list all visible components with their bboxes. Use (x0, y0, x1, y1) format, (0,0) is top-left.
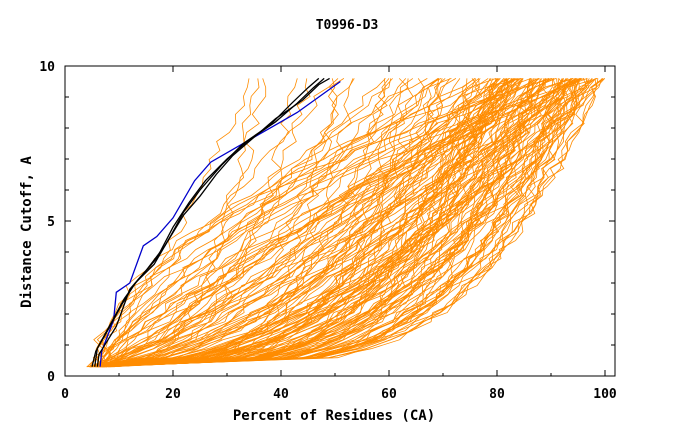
model-curve (104, 78, 599, 368)
highlight-curve-0 (99, 80, 341, 367)
x-tick-label: 0 (61, 387, 69, 402)
x-tick-label: 60 (381, 387, 397, 402)
model-curve (98, 78, 546, 368)
model-curve (94, 78, 451, 368)
model-curve (108, 78, 577, 368)
model-curve (100, 78, 566, 368)
model-curve (101, 78, 475, 368)
model-curve (89, 78, 409, 368)
x-tick-label: 80 (489, 387, 505, 402)
model-curve (97, 78, 533, 368)
model-curve (101, 78, 539, 368)
model-curve (95, 78, 588, 368)
model-curve (100, 78, 497, 368)
model-curve (90, 78, 515, 368)
y-axis-title: Distance Cutoff, A (19, 156, 35, 308)
model-curve (95, 78, 499, 368)
model-curve (101, 78, 250, 367)
x-axis: 0 20 40 60 80 100 (61, 66, 617, 402)
model-curve (97, 78, 260, 368)
x-tick-label: 20 (165, 387, 181, 402)
y-tick-label: 5 (47, 215, 55, 230)
model-curve (98, 78, 390, 368)
model-curve (103, 78, 533, 368)
model-curve (103, 78, 476, 367)
model-curve (100, 78, 480, 368)
model-curve (106, 78, 593, 368)
model-curve (111, 78, 541, 368)
model-curve (107, 78, 492, 368)
model-curve (99, 78, 582, 368)
model-curve (97, 78, 576, 368)
model-curve (93, 78, 267, 368)
model-curve (105, 78, 574, 368)
model-curve (97, 78, 509, 368)
model-curve (98, 78, 519, 368)
highlight-curve-2 (91, 77, 320, 367)
highlight-series-group (91, 77, 341, 367)
model-curve (108, 78, 519, 368)
model-curve (104, 78, 386, 368)
model-curve (90, 78, 582, 368)
model-curve (110, 78, 515, 368)
model-curve (93, 78, 439, 368)
model-curve (104, 78, 555, 367)
model-curve (105, 78, 604, 368)
model-curve (97, 78, 298, 368)
model-curve (96, 78, 596, 368)
x-tick-label: 40 (273, 387, 289, 402)
model-curve (107, 78, 581, 368)
model-curve (102, 78, 414, 368)
model-curve (103, 78, 311, 368)
model-curve (93, 78, 578, 368)
model-curve (106, 78, 501, 368)
model-curve (98, 78, 452, 367)
model-curve (105, 78, 532, 367)
model-curve (103, 78, 477, 368)
model-curve (105, 78, 590, 368)
model-curve (111, 78, 440, 368)
model-curve (98, 78, 564, 368)
y-tick-label: 0 (47, 370, 55, 385)
chart-title: T0996-D3 (316, 18, 379, 33)
model-curve (109, 78, 446, 368)
model-curve (94, 78, 534, 368)
plot-area (64, 65, 616, 377)
model-curve (98, 78, 509, 368)
model-curve (100, 78, 561, 368)
model-curve (89, 78, 580, 368)
model-curve (101, 78, 572, 368)
y-tick-label: 10 (39, 60, 55, 75)
model-curve (96, 78, 598, 367)
x-axis-title: Percent of Residues (CA) (233, 408, 435, 424)
model-curve (97, 78, 516, 368)
model-curve (96, 78, 491, 368)
model-curve (105, 78, 519, 368)
model-curve (96, 78, 439, 368)
y-axis: 0 5 10 (39, 60, 615, 385)
model-curve (103, 78, 576, 368)
x-tick-label: 100 (593, 387, 617, 402)
model-curve (97, 78, 505, 368)
highlight-curve-3 (96, 77, 330, 367)
model-curve (93, 78, 580, 368)
model-curve (94, 78, 569, 368)
model-curve (103, 78, 547, 368)
model-curve (97, 78, 577, 368)
model-curve (98, 78, 499, 368)
model-curve (95, 78, 392, 368)
model-curve (110, 78, 535, 368)
model-curve (99, 78, 597, 368)
bulk-series-group (86, 78, 606, 368)
